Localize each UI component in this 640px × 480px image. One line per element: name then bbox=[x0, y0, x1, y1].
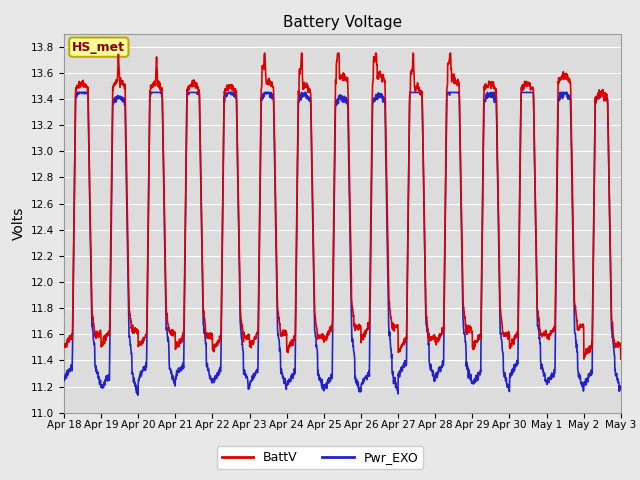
BattV bbox=[359, 334, 367, 339]
Y-axis label: Volts: Volts bbox=[12, 206, 26, 240]
Pwr_EXO bbox=[73, 90, 81, 96]
Line: Pwr_EXO: Pwr_EXO bbox=[64, 93, 621, 395]
BattV bbox=[216, 339, 223, 345]
Pwr_EXO bbox=[359, 381, 367, 386]
Title: Battery Voltage: Battery Voltage bbox=[283, 15, 402, 30]
BattV bbox=[580, 356, 588, 362]
Line: BattV: BattV bbox=[64, 53, 621, 359]
BattV bbox=[504, 336, 512, 342]
Pwr_EXO bbox=[505, 384, 513, 390]
Pwr_EXO bbox=[134, 392, 141, 398]
BattV bbox=[617, 356, 625, 362]
Pwr_EXO bbox=[584, 377, 591, 383]
BattV bbox=[371, 57, 379, 63]
Pwr_EXO bbox=[371, 95, 379, 100]
Pwr_EXO bbox=[216, 366, 223, 372]
BattV bbox=[60, 344, 68, 349]
Legend: BattV, Pwr_EXO: BattV, Pwr_EXO bbox=[216, 446, 424, 469]
BattV bbox=[568, 147, 575, 153]
Text: HS_met: HS_met bbox=[72, 41, 125, 54]
BattV bbox=[584, 348, 591, 354]
Pwr_EXO bbox=[617, 384, 625, 389]
BattV bbox=[261, 50, 269, 56]
Pwr_EXO bbox=[60, 378, 68, 384]
Pwr_EXO bbox=[568, 185, 576, 191]
